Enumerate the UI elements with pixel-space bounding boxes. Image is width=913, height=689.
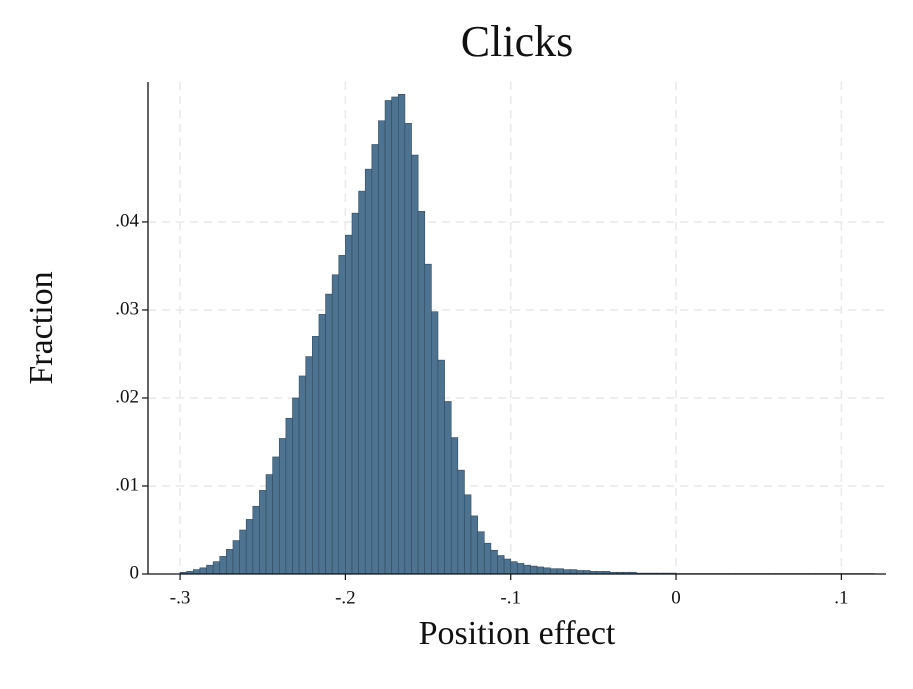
bar	[199, 567, 207, 575]
bar	[457, 469, 465, 575]
bar	[252, 505, 260, 575]
bar	[245, 519, 254, 575]
y-tick-label: .03	[115, 298, 139, 319]
bar	[206, 564, 214, 575]
bar	[397, 94, 406, 575]
bar	[331, 274, 340, 575]
bar	[219, 556, 227, 575]
x-axis-label: Position effect	[419, 615, 616, 652]
y-axis-label: Fraction	[23, 271, 60, 384]
bar	[437, 359, 445, 575]
bar	[265, 474, 273, 575]
bar	[345, 234, 353, 575]
bar	[563, 569, 571, 575]
y-tick-label: 0	[130, 562, 140, 583]
bar	[239, 529, 247, 575]
bar	[364, 168, 373, 575]
bar	[530, 565, 538, 575]
bar	[318, 314, 326, 575]
bar	[510, 561, 518, 575]
bar	[292, 397, 300, 575]
x-tick-label: .1	[834, 587, 848, 608]
bar	[371, 144, 379, 575]
bar	[490, 549, 498, 575]
bar	[569, 569, 578, 575]
bar	[536, 566, 545, 575]
bar	[351, 212, 359, 575]
bar	[298, 375, 307, 575]
bar	[450, 437, 459, 575]
bar	[424, 263, 432, 575]
bar	[417, 211, 426, 575]
bar	[464, 494, 472, 575]
bar	[312, 336, 320, 575]
x-tick-label: 0	[671, 587, 681, 608]
bar	[391, 96, 399, 575]
bar	[523, 564, 531, 575]
bar	[411, 154, 419, 575]
bar	[556, 568, 564, 575]
bar	[444, 401, 452, 575]
bar	[305, 356, 313, 575]
bar	[431, 311, 439, 575]
bar	[550, 568, 558, 575]
bar	[192, 569, 201, 575]
bar	[232, 540, 240, 575]
bar	[226, 549, 234, 575]
x-tick-label: -.1	[500, 587, 521, 608]
bar	[483, 542, 492, 575]
bar	[278, 438, 287, 575]
bar	[259, 490, 267, 575]
bar	[517, 563, 525, 575]
bar	[378, 120, 386, 575]
bar	[272, 456, 280, 575]
bar	[338, 255, 346, 575]
bar	[358, 190, 366, 575]
bar	[384, 100, 392, 575]
bar	[543, 567, 551, 575]
bar	[497, 555, 505, 575]
y-tick-label: .01	[115, 474, 139, 495]
y-tick-label: .02	[115, 386, 139, 407]
bar	[503, 558, 512, 575]
bar	[325, 293, 333, 575]
bar	[212, 561, 221, 575]
bar	[477, 531, 485, 575]
bar	[285, 417, 293, 575]
bar	[404, 123, 412, 575]
x-tick-label: -.3	[170, 587, 191, 608]
bar	[470, 515, 478, 575]
y-tick-label: .04	[115, 210, 139, 231]
x-tick-label: -.2	[335, 587, 356, 608]
chart-title: Clicks	[461, 17, 573, 66]
